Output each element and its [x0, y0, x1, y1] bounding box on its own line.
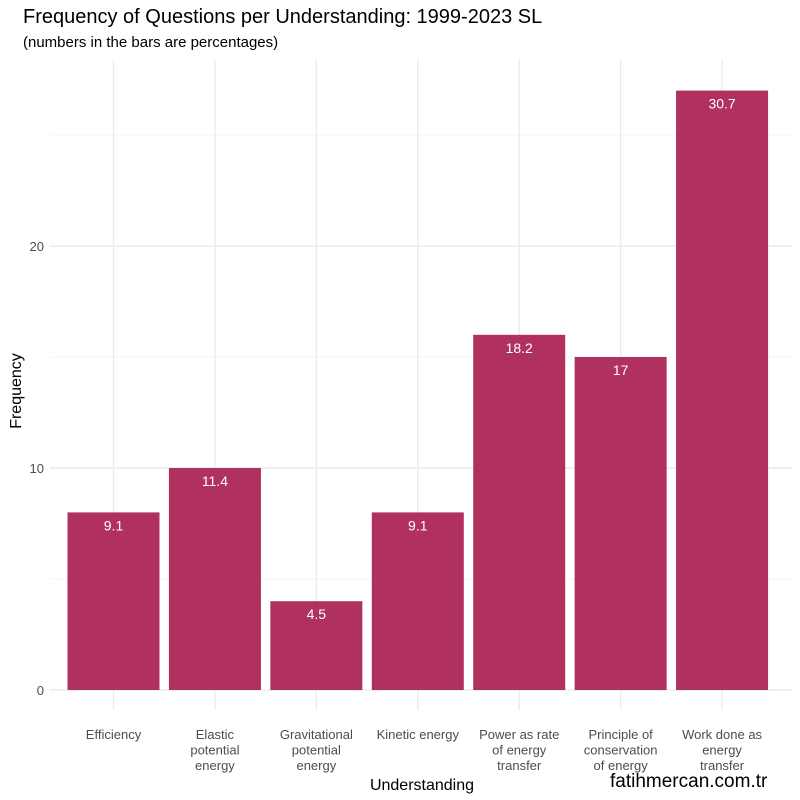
x-axis-title: Understanding — [370, 777, 474, 794]
bar — [676, 90, 769, 691]
bar-value-label: 18.2 — [506, 340, 533, 356]
bar — [574, 357, 667, 690]
y-tick-label: 20 — [30, 239, 44, 254]
bar-value-label: 11.4 — [202, 473, 228, 489]
y-axis-ticks: 0 10 20 — [30, 239, 44, 698]
chart-subtitle: (numbers in the bars are percentages) — [23, 34, 279, 51]
bar-value-label: 9.1 — [408, 517, 428, 533]
x-tick-label: Gravitational potential energy — [280, 727, 353, 773]
bars — [67, 90, 769, 691]
x-tick-label: Power as rate of energy transfer — [479, 727, 559, 773]
bar — [371, 512, 464, 690]
y-axis-title: Frequency — [8, 353, 25, 429]
bar — [270, 601, 363, 690]
x-tick-label: Principle of conservation of energy — [584, 727, 658, 773]
bar — [67, 512, 160, 690]
x-axis-ticks: Efficiency Elastic potential energy Gravitat… — [86, 727, 763, 773]
bar-value-label: 30.7 — [708, 96, 735, 112]
bar-value-label: 4.5 — [307, 606, 327, 622]
x-tick-label: Work done as energy transfer — [682, 727, 762, 773]
bar-labels: 9.1 11.4 4.5 9.1 18.2 17 30.7 — [104, 96, 736, 623]
bar — [168, 468, 261, 690]
chart-title: Frequency of Questions per Understanding… — [23, 6, 543, 28]
y-tick-label: 0 — [37, 683, 44, 698]
watermark: fatihmercan.com.tr — [610, 771, 768, 792]
x-tick-label: Efficiency — [86, 727, 142, 742]
bar-value-label: 17 — [613, 362, 629, 378]
bar-value-label: 9.1 — [104, 517, 124, 533]
x-tick-label: Elastic potential energy — [190, 727, 239, 773]
x-tick-label: Kinetic energy — [377, 727, 460, 742]
y-tick-label: 10 — [30, 461, 44, 476]
bar — [473, 334, 566, 690]
